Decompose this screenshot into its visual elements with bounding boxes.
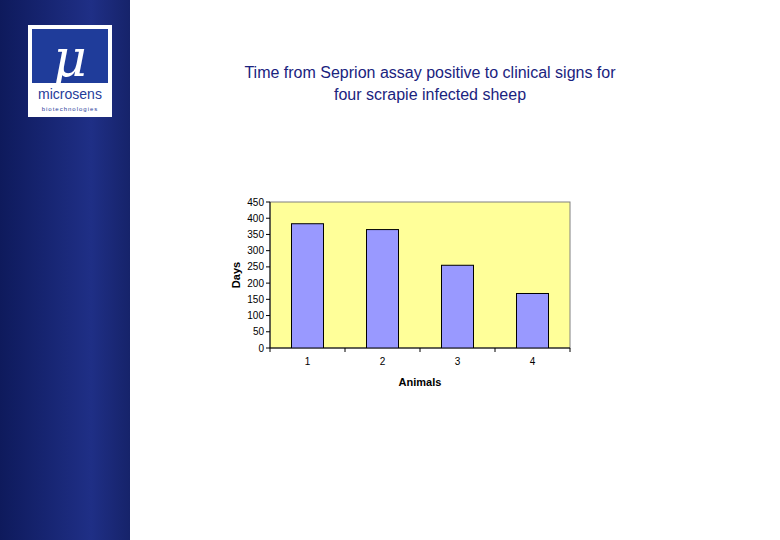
logo-name: microsens xyxy=(38,86,102,102)
x-axis-title: Animals xyxy=(399,376,442,388)
plot-area xyxy=(270,202,570,348)
y-axis-title: Days xyxy=(230,262,242,288)
y-tick xyxy=(266,299,270,300)
y-tick-label: 150 xyxy=(247,294,264,305)
bars xyxy=(292,224,549,348)
y-tick-label: 200 xyxy=(247,278,264,289)
y-tick-label: 100 xyxy=(247,310,264,321)
y-tick xyxy=(266,331,270,332)
bar xyxy=(367,230,399,348)
bar xyxy=(517,293,549,348)
y-tick-label: 0 xyxy=(258,343,264,354)
chart-title: Time from Seprion assay positive to clin… xyxy=(235,62,625,106)
x-tick-separator xyxy=(495,348,496,352)
x-tick-separator xyxy=(345,348,346,352)
y-tick-label: 50 xyxy=(253,326,265,337)
y-tick xyxy=(266,234,270,235)
x-tick-separator xyxy=(270,348,271,352)
y-tick xyxy=(266,283,270,284)
logo-tagline: biotechnologies xyxy=(42,106,99,112)
bar xyxy=(442,265,474,348)
x-tick-separator xyxy=(570,348,571,352)
y-tick xyxy=(266,315,270,316)
y-tick-label: 450 xyxy=(247,197,264,208)
y-tick xyxy=(266,266,270,267)
y-axis xyxy=(270,202,271,348)
y-tick xyxy=(266,218,270,219)
x-tick-label: 1 xyxy=(305,356,311,367)
y-tick xyxy=(266,250,270,251)
y-tick-label: 300 xyxy=(247,245,264,256)
y-tick xyxy=(266,202,270,203)
y-tick-label: 250 xyxy=(247,261,264,272)
logo-box xyxy=(28,25,112,117)
x-tick-label: 4 xyxy=(530,356,536,367)
logo-symbol: μ xyxy=(53,28,87,88)
bar xyxy=(292,224,324,348)
chart-area xyxy=(222,188,580,392)
x-tick-separator xyxy=(420,348,421,352)
y-tick-label: 350 xyxy=(247,229,264,240)
y-tick-label: 400 xyxy=(247,213,264,224)
x-tick-label: 2 xyxy=(380,356,386,367)
x-tick-label: 3 xyxy=(455,356,461,367)
y-tick xyxy=(266,348,270,349)
